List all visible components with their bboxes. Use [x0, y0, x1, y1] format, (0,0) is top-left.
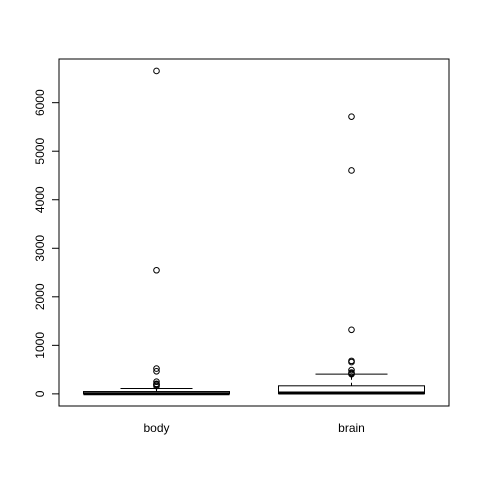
- box-brain: [278, 113, 425, 395]
- outlier-point: [348, 113, 355, 120]
- y-axis: 0 1000 2000 3000 4000 5000 6000: [33, 89, 60, 397]
- outlier-point: [153, 266, 160, 274]
- x-category-label: brain: [338, 421, 365, 435]
- x-axis: body brain: [143, 421, 364, 435]
- y-tick-label: 0: [33, 390, 47, 397]
- outlier-point: [348, 358, 355, 366]
- outlier-point: [153, 378, 160, 386]
- y-tick-label: 3000: [33, 235, 47, 262]
- outlier-point: [348, 370, 355, 378]
- box-body: [83, 67, 230, 396]
- y-tick-label: 4000: [33, 186, 47, 213]
- plot-frame: [58, 58, 450, 407]
- x-category-label: body: [143, 421, 169, 435]
- outlier-point: [348, 167, 355, 174]
- y-tick-label: 1000: [33, 332, 47, 359]
- outlier-point: [153, 67, 160, 75]
- outlier-point: [348, 326, 355, 334]
- y-tick-label: 5000: [33, 138, 47, 165]
- outlier-point: [348, 366, 355, 374]
- outlier-point: [153, 368, 160, 375]
- y-tick-label: 2000: [33, 283, 47, 310]
- outlier-point: [153, 365, 160, 372]
- boxes: [83, 67, 425, 396]
- y-tick-label: 6000: [33, 89, 47, 116]
- outlier-point: [153, 382, 160, 390]
